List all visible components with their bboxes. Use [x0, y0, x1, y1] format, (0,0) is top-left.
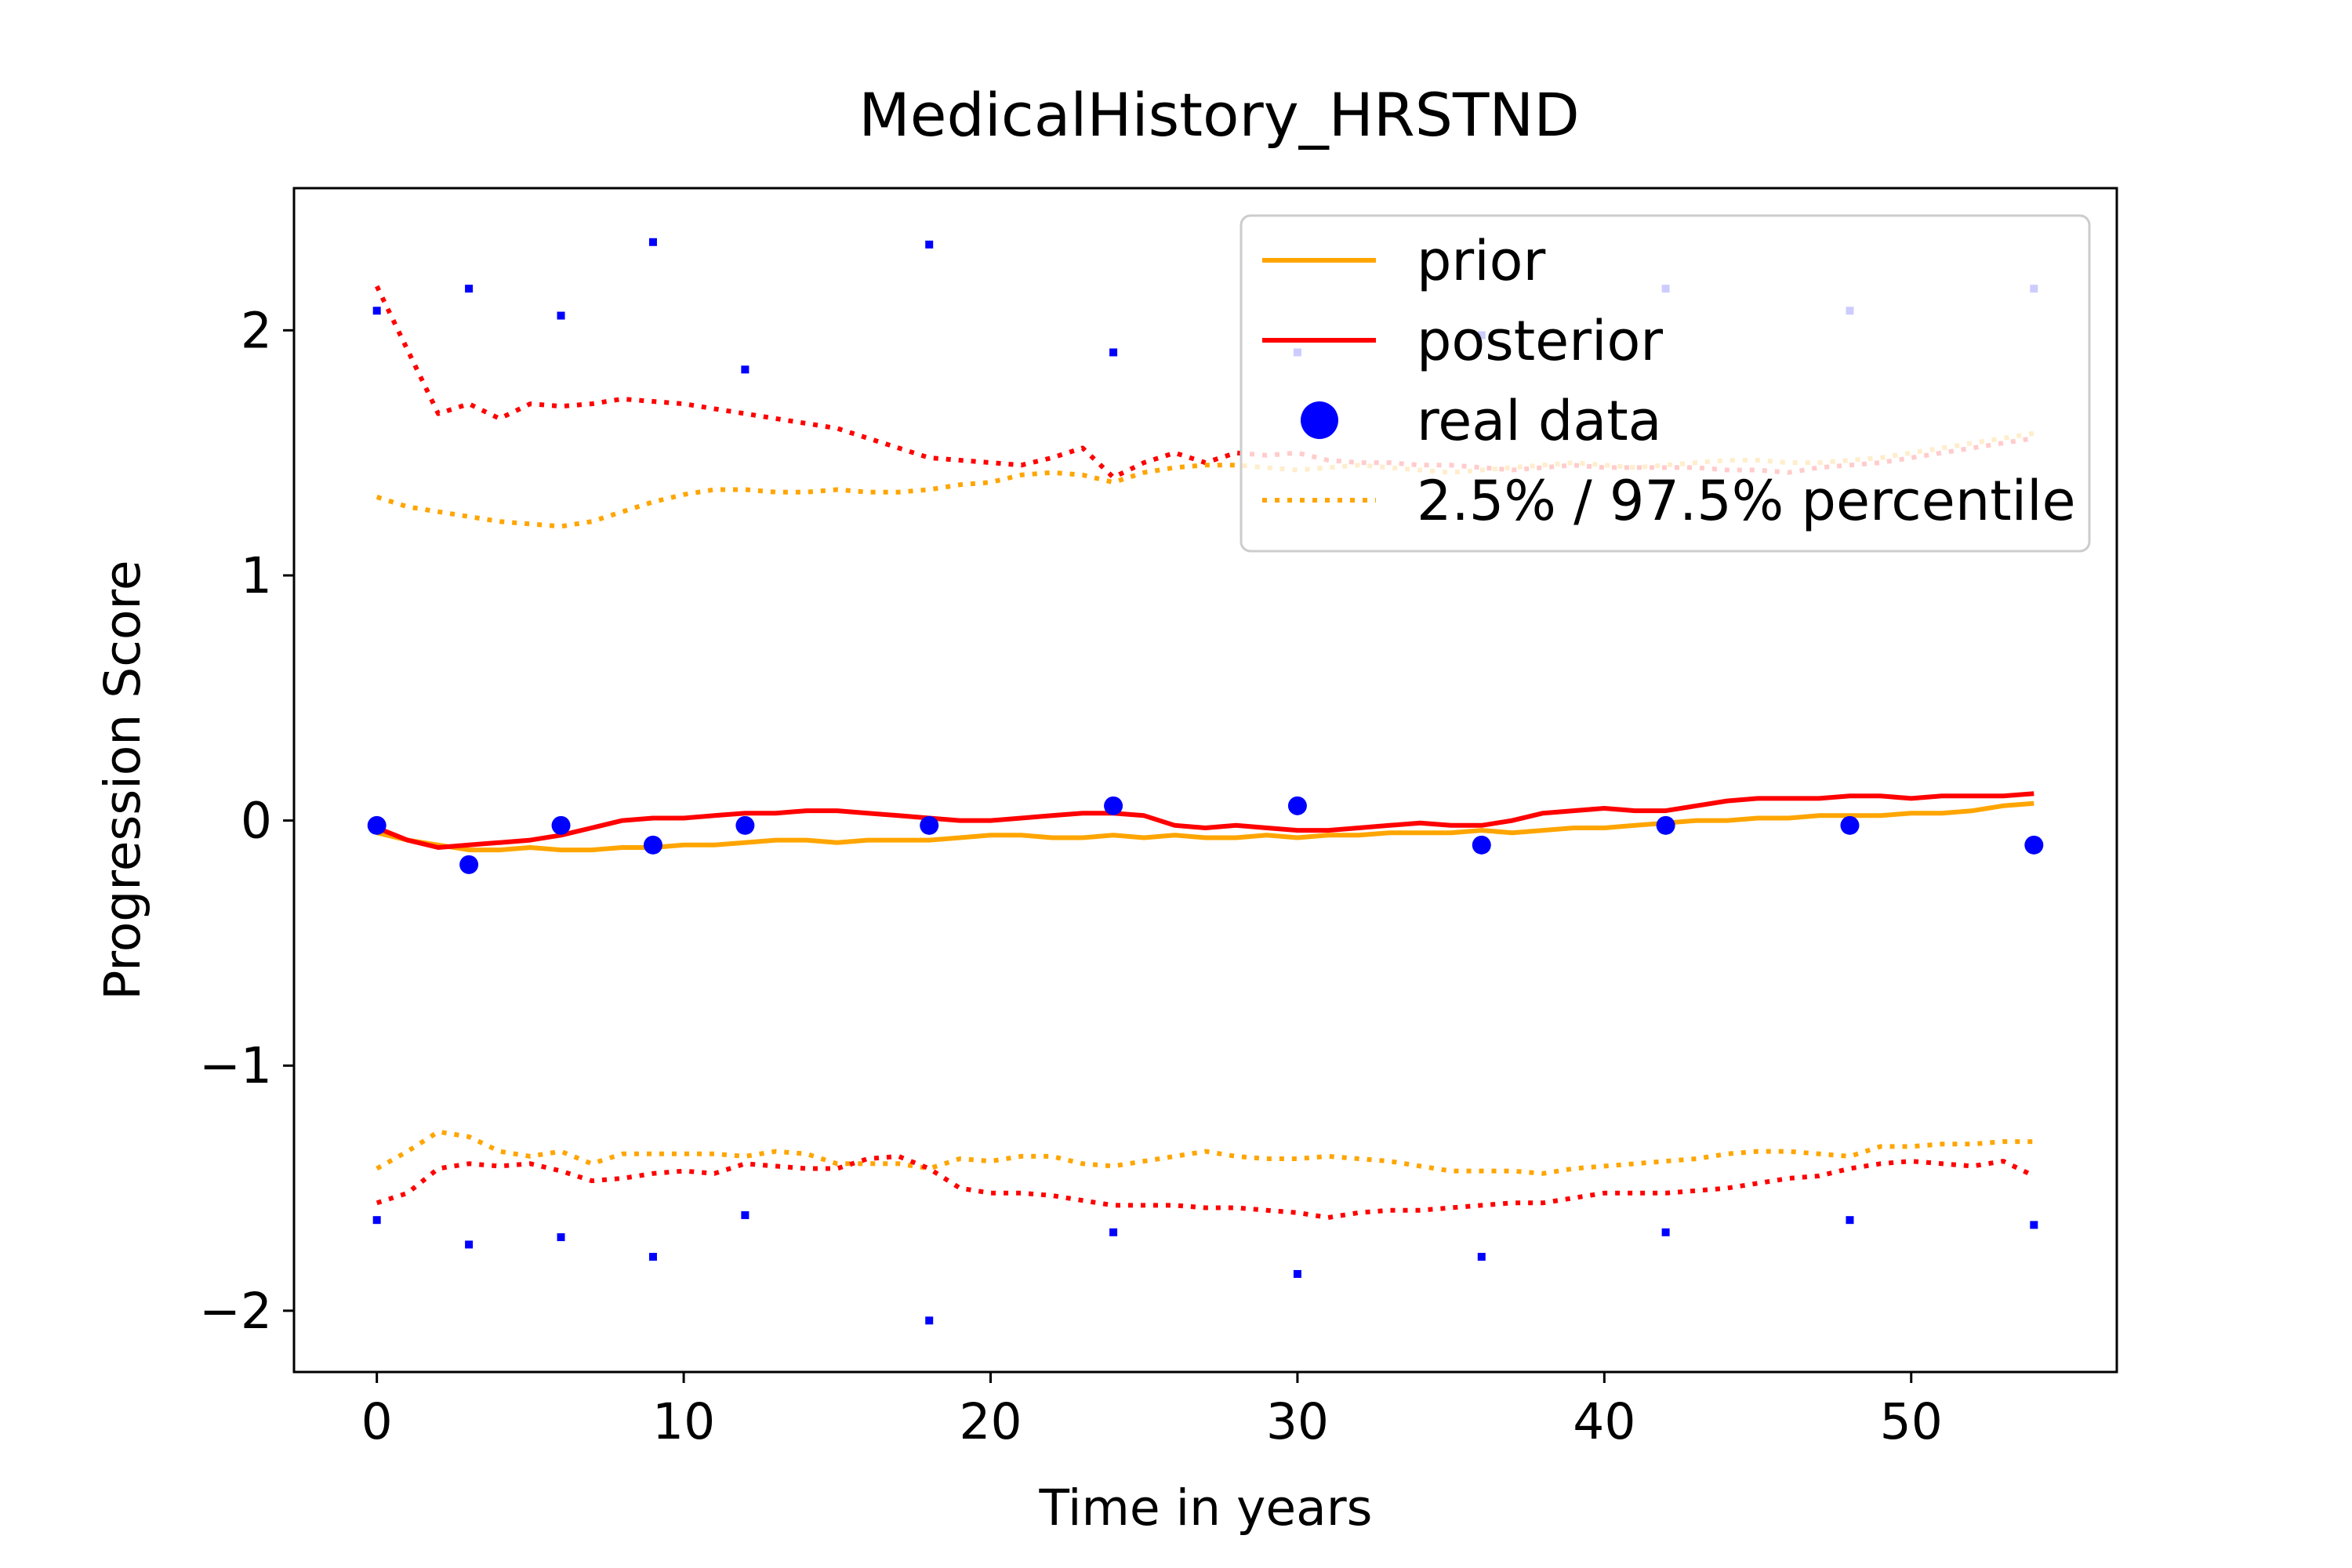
- legend-frame: [1240, 214, 2091, 553]
- real-data-lower-point: [648, 1253, 657, 1261]
- real-data-point: [367, 815, 387, 835]
- real-data-upper-point: [648, 238, 657, 246]
- real-data-upper-point: [465, 285, 474, 293]
- y-tick-label: −1: [199, 1037, 272, 1094]
- real-data-upper-point: [372, 307, 381, 315]
- real-data-lower-point: [557, 1233, 565, 1242]
- legend-label-posterior: posterior: [1417, 309, 1663, 373]
- real-data-point: [1104, 796, 1123, 815]
- real-data-point: [1287, 796, 1307, 815]
- real-data-point: [735, 815, 755, 835]
- real-data-point: [920, 815, 939, 835]
- legend-entry-posterior: posterior: [1262, 309, 1663, 373]
- real-data-point: [1656, 815, 1675, 835]
- real-data-upper-point: [925, 240, 934, 249]
- legend-entry-prior: prior: [1262, 229, 1545, 293]
- real-data-lower-point: [1293, 1269, 1301, 1278]
- legend-label-percentile: 2.5% / 97.5% percentile: [1417, 469, 2076, 533]
- x-tick-label: 40: [1573, 1393, 1635, 1450]
- real-data-point: [643, 835, 662, 855]
- marker-layer: [367, 238, 2044, 1325]
- real-data-upper-point: [557, 311, 565, 320]
- series-line-posterior: [376, 791, 2034, 850]
- real-data-point: [1472, 835, 1491, 855]
- real-data-point: [1840, 815, 1860, 835]
- x-tick-label: 20: [959, 1393, 1022, 1450]
- real-data-lower-point: [372, 1216, 381, 1225]
- real-data-upper-point: [1109, 348, 1118, 357]
- y-tick-label: 0: [241, 793, 272, 850]
- real-data-upper-point: [741, 365, 750, 374]
- x-tick-label: 10: [652, 1393, 715, 1450]
- series-line-prior-2-5: [376, 1129, 2034, 1176]
- real-data-point: [459, 855, 479, 874]
- legend-entry-percentile: 2.5% / 97.5% percentile: [1262, 469, 2076, 533]
- legend-swatch-real-data: [1301, 401, 1338, 439]
- x-tick-label: 30: [1266, 1393, 1329, 1450]
- series-line-posterior-97-5: [374, 285, 2034, 480]
- real-data-lower-point: [1661, 1228, 1670, 1236]
- y-tick-label: 1: [241, 547, 272, 604]
- y-axis-label: Progression Score: [94, 560, 151, 1000]
- x-axis: 0 10 20 30 40 50: [361, 1372, 1943, 1450]
- legend-entry-real-data: real data: [1301, 389, 1662, 453]
- real-data-point: [551, 815, 571, 835]
- y-axis: −2 −1 0 1 2: [199, 302, 294, 1340]
- real-data-lower-point: [465, 1240, 474, 1249]
- y-tick-label: 2: [241, 302, 272, 359]
- real-data-point: [2024, 835, 2044, 855]
- axes-frame: [292, 187, 2118, 1374]
- real-data-lower-point: [1477, 1253, 1486, 1261]
- legend-label-prior: prior: [1417, 229, 1545, 293]
- real-data-lower-point: [1846, 1216, 1854, 1225]
- chart-title: MedicalHistory_HRSTND: [858, 80, 1580, 150]
- y-tick-label: −2: [199, 1283, 272, 1340]
- real-data-lower-point: [925, 1316, 934, 1325]
- real-data-lower-point: [2030, 1221, 2038, 1229]
- x-tick-label: 50: [1880, 1393, 1943, 1450]
- series-line-posterior-2-5: [376, 1153, 2035, 1220]
- real-data-lower-point: [741, 1210, 750, 1219]
- legend-label-real-data: real data: [1417, 389, 1662, 453]
- x-axis-label: Time in years: [1038, 1479, 1372, 1537]
- real-data-lower-point: [1109, 1228, 1118, 1236]
- x-tick-label: 0: [361, 1393, 393, 1450]
- legend: prior posterior real data 2.5% / 97.5% p…: [1240, 214, 2091, 553]
